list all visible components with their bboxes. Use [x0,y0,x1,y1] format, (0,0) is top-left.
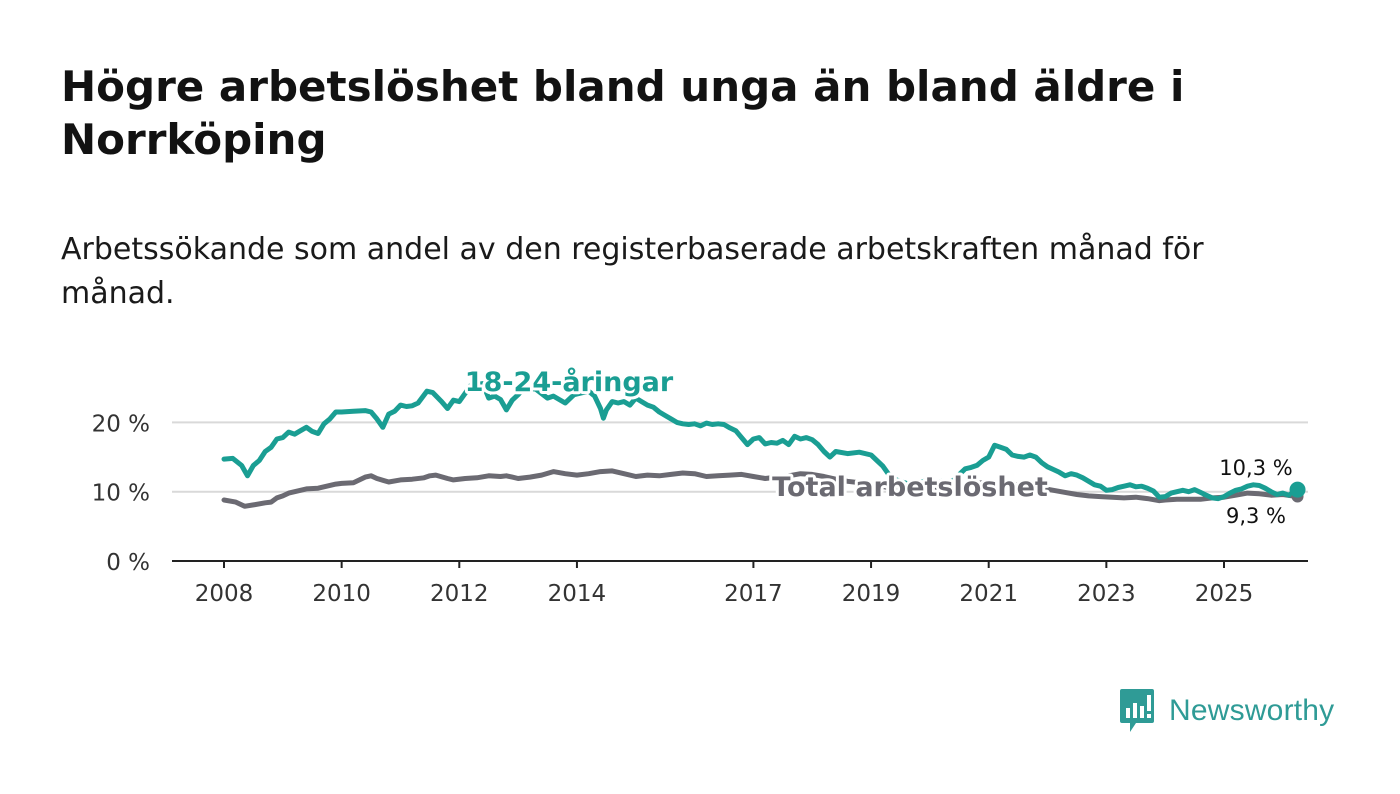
x-tick-label: 2021 [959,581,1018,607]
x-tick-label: 2014 [548,581,607,607]
page-title: Högre arbetslöshet bland unga än bland ä… [61,62,1185,164]
y-tick-label: 20 % [92,411,150,437]
x-tick-label: 2008 [195,581,254,607]
y-tick-label: 10 % [92,481,150,507]
endpoint-youth [1289,481,1306,498]
series-line [221,381,1300,502]
end-value-youth: 10,3 % [1219,456,1292,480]
x-tick-label: 2010 [312,581,371,607]
x-tick-label: 2025 [1195,581,1254,607]
gridlines [172,421,1308,493]
series-label-total: Total arbetslöshet [772,472,1048,503]
newsworthy-icon [1120,689,1154,732]
end-value-total: 9,3 % [1226,504,1286,528]
series-lines [221,381,1300,509]
x-tick-label: 2012 [430,581,489,607]
x-tick-label: 2023 [1077,581,1136,607]
brand-name: Newsworthy [1169,694,1335,727]
x-tick-label: 2017 [724,581,783,607]
series-label-youth: 18-24-åringar [465,366,674,398]
y-tick-label: 0 % [106,550,150,576]
x-tick-label: 2019 [842,581,901,607]
series-line [221,468,1300,509]
newsworthy-logo: Newsworthy [1119,688,1334,734]
x-axis: 0 % 10 % 20 % 2008 2010 2012 2014 2017 2019 2021 2… [92,411,1308,607]
chart-labels: 18-24-åringar Total arbetslöshet 10,3 % 9,3… [462,363,1306,530]
page-subtitle: Arbetssökande som andel av den registerb… [61,232,1204,311]
